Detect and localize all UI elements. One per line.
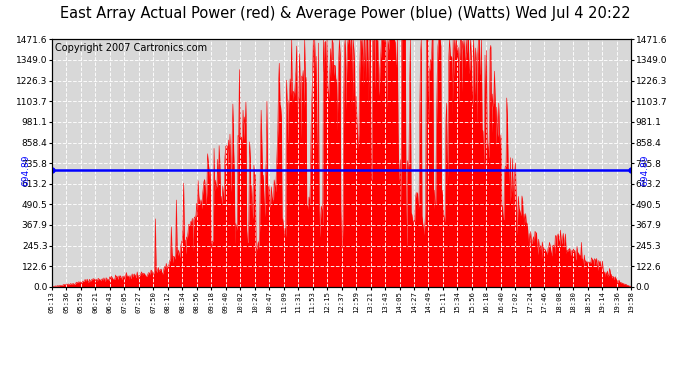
Text: 694.89: 694.89: [640, 154, 649, 186]
Text: East Array Actual Power (red) & Average Power (blue) (Watts) Wed Jul 4 20:22: East Array Actual Power (red) & Average …: [60, 6, 630, 21]
Text: Copyright 2007 Cartronics.com: Copyright 2007 Cartronics.com: [55, 43, 207, 53]
Text: 694.89: 694.89: [21, 154, 30, 186]
